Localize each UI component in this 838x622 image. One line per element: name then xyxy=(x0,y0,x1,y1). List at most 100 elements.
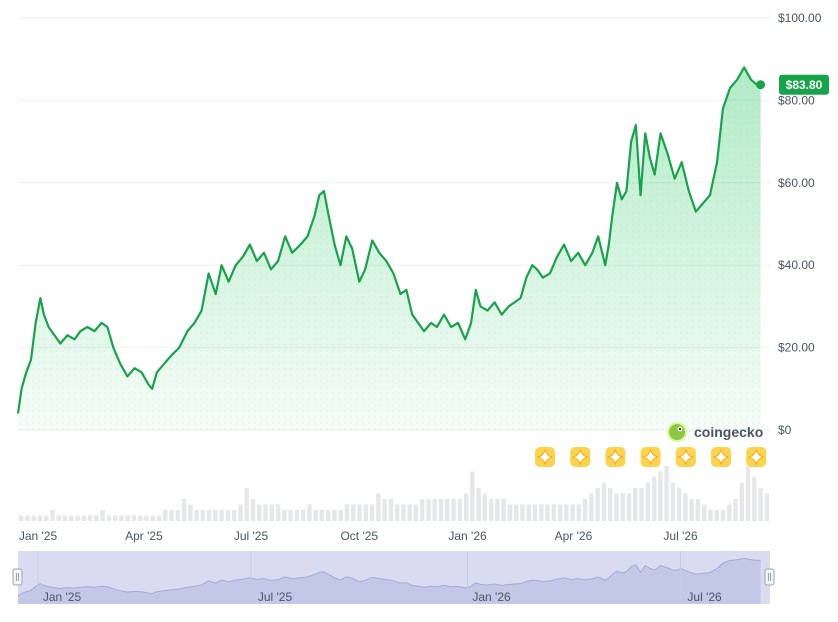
event-markers[interactable] xyxy=(535,447,767,467)
volume-bar xyxy=(269,504,274,521)
volume-bar xyxy=(614,493,619,521)
volume-bar xyxy=(69,515,74,521)
navigator-left-handle[interactable] xyxy=(12,568,23,586)
volume-bar xyxy=(175,510,180,521)
navigator-price-area xyxy=(18,558,761,604)
volume-bar xyxy=(125,515,130,521)
volume-bar xyxy=(438,499,444,521)
brand-name: coingecko xyxy=(694,424,763,440)
sparkle-icon[interactable] xyxy=(535,447,555,467)
volume-bar xyxy=(639,488,644,521)
volume-bar xyxy=(426,499,431,521)
volume-bar xyxy=(100,510,105,521)
volume-bar xyxy=(300,510,306,521)
volume-bar xyxy=(482,493,488,521)
volume-bar xyxy=(457,499,462,521)
y-tick-label: $100.00 xyxy=(778,11,822,25)
volume-bar xyxy=(106,515,112,521)
volume-bar xyxy=(727,504,732,521)
current-price-label: $83.80 xyxy=(786,78,823,92)
volume-bar xyxy=(75,515,80,521)
volume-bar xyxy=(313,510,318,521)
volume-bar xyxy=(288,510,293,521)
volume-bar xyxy=(87,515,93,521)
sparkle-icon[interactable] xyxy=(640,447,661,467)
price-line[interactable] xyxy=(16,66,761,414)
volume-bar xyxy=(557,504,563,521)
volume-bar xyxy=(388,499,394,521)
volume-bar xyxy=(626,493,632,521)
volume-bar xyxy=(332,510,337,521)
volume-bar xyxy=(213,510,218,521)
volume-bar xyxy=(752,477,757,521)
x-tick-label: Apr '26 xyxy=(555,529,593,543)
volume-bar xyxy=(37,515,43,521)
sparkle-icon-glyph xyxy=(606,448,624,466)
range-navigator[interactable]: Jan '25 Jul '25 Jan '26 Jul '26 xyxy=(12,551,775,604)
volume-bar xyxy=(413,504,419,521)
navigator-price-line xyxy=(17,557,761,597)
volume-bar xyxy=(476,488,481,521)
current-price-badge: $83.80 xyxy=(756,74,829,95)
volume-bar xyxy=(708,510,713,521)
volume-bar xyxy=(633,488,638,521)
volume-bar xyxy=(451,499,456,521)
volume-bar xyxy=(62,515,68,521)
y-tick-label: $80.00 xyxy=(778,93,815,107)
volume-bar xyxy=(94,515,99,521)
navigator-label: Jul '25 xyxy=(258,590,293,604)
y-tick-label: $20.00 xyxy=(778,341,815,355)
sparkle-icon[interactable] xyxy=(675,447,696,467)
volume-bar xyxy=(470,471,475,521)
navigator-labels: Jan '25 Jul '25 Jan '26 Jul '26 xyxy=(43,590,722,604)
volume-bar xyxy=(376,493,381,521)
sparkle-icon[interactable] xyxy=(570,447,591,467)
volume-bar xyxy=(463,493,469,521)
volume-bar xyxy=(507,504,513,521)
current-price-dot xyxy=(756,80,766,90)
volume-bar xyxy=(689,499,694,521)
price-area-pattern xyxy=(18,67,761,430)
x-tick-label: Oct '25 xyxy=(340,529,378,543)
volume-bar xyxy=(307,504,312,521)
volume-bar xyxy=(576,504,582,521)
navigator-right-handle[interactable] xyxy=(764,568,775,586)
volume-bar xyxy=(169,510,174,521)
sparkle-icon[interactable] xyxy=(746,447,767,467)
volume-bar xyxy=(570,504,575,521)
volume-bar xyxy=(501,499,506,521)
volume-bar xyxy=(144,515,149,521)
x-tick-label: Apr '25 xyxy=(125,529,163,543)
coingecko-watermark: coingecko xyxy=(667,422,763,442)
volume-bar xyxy=(539,504,544,521)
volume-bar xyxy=(601,482,607,521)
volume-bar xyxy=(739,482,744,521)
volume-bar xyxy=(56,515,61,521)
volume-bar xyxy=(344,504,350,521)
volume-bar xyxy=(664,466,669,521)
volume-bar xyxy=(758,488,763,521)
volume-bar xyxy=(263,504,268,521)
volume-bar xyxy=(225,510,231,521)
volume-bar xyxy=(432,499,437,521)
volume-bar xyxy=(275,504,281,521)
volume-bar xyxy=(702,504,707,521)
sparkle-icon[interactable] xyxy=(711,447,731,467)
sparkle-icon[interactable] xyxy=(605,447,626,467)
volume-bar xyxy=(651,477,657,521)
volume-bar xyxy=(131,515,137,521)
navigator-label: Jan '26 xyxy=(472,590,511,604)
volume-bar xyxy=(357,504,362,521)
volume-bar xyxy=(488,499,494,521)
navigator-gridlines xyxy=(37,551,682,604)
volume-bar xyxy=(150,515,155,521)
x-axis-labels: Jan '25 Apr '25 Jul '25 Oct '25 Jan '26 Apr '… xyxy=(19,529,698,543)
volume-bar xyxy=(382,499,387,521)
volume-bar xyxy=(338,510,343,521)
volume-bar xyxy=(658,471,663,521)
volume-bar xyxy=(81,515,86,521)
volume-bar xyxy=(407,504,412,521)
volume-bar xyxy=(194,510,199,521)
navigator-label: Jul '26 xyxy=(687,590,722,604)
